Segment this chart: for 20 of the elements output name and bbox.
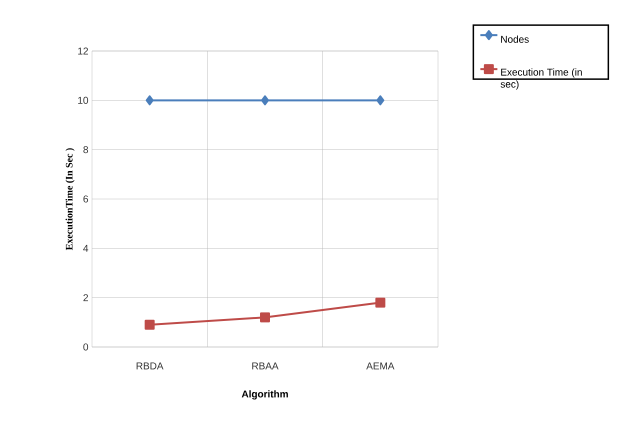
y-tick-label: 12 [78,48,88,54]
y-tick-label: 2 [83,294,88,302]
point [144,320,155,330]
y-axis-title: ExecutionTime (In Sec ) [66,148,75,250]
point [261,95,270,106]
point [260,312,270,322]
point [146,95,154,106]
x-tick-label: RBAA [252,362,279,370]
x-tick-label: AEMA [366,362,394,370]
legend-label: Nodes [501,36,529,43]
y-tick-label: 6 [83,195,88,203]
point [376,95,384,106]
x-tick-label: RBDA [136,362,164,370]
point [375,298,386,308]
legend-label: Execution Time (in sec) [500,68,582,90]
y-tick-label: 8 [83,146,88,154]
y-tick-label: 4 [83,244,88,252]
y-tick-label: 0 [83,343,88,351]
x-axis-title: Algorithm [242,390,288,400]
y-tick-label: 10 [78,96,88,104]
